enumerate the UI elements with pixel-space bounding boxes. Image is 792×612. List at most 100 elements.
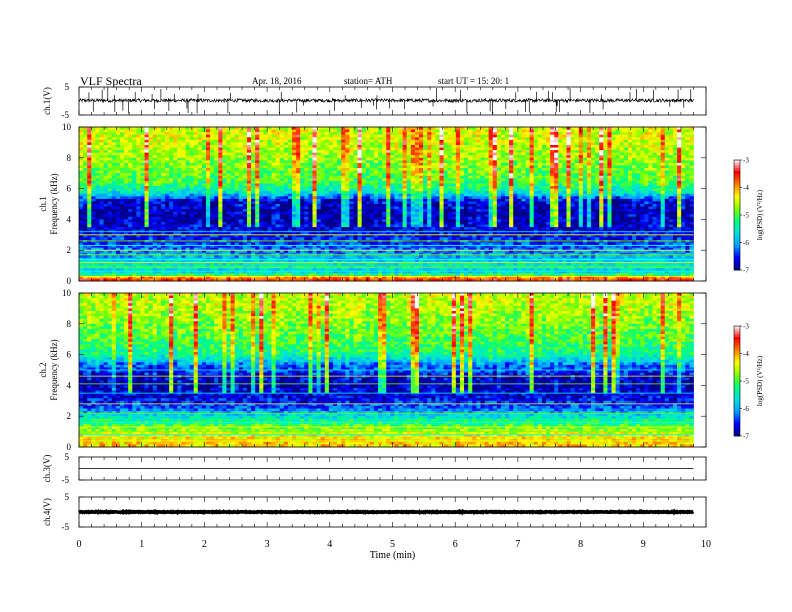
spectrogram-cell (627, 180, 633, 184)
spectrogram-cell (83, 150, 88, 154)
spectrogram-cell (578, 170, 584, 174)
spectrogram-cell (107, 209, 113, 213)
spectrogram-cell (459, 198, 465, 202)
spectrogram-cell (210, 198, 215, 202)
spectrogram-cell (132, 206, 137, 210)
spectrogram-cell (578, 152, 584, 156)
spectrogram-cell (484, 157, 490, 161)
spectrogram-cell (87, 160, 92, 164)
spectrogram-cell (345, 204, 350, 207)
spectrogram-cell (341, 150, 346, 154)
spectrogram-cell (205, 173, 211, 177)
spectrogram-cell (533, 173, 539, 177)
spectrogram-cell (566, 168, 571, 172)
spectrogram-cell (627, 183, 633, 187)
spectrogram-cell (369, 147, 375, 151)
spectrogram-cell (656, 137, 662, 141)
spectrogram-cell (591, 144, 596, 148)
spectrogram-cell (365, 162, 371, 166)
spectrogram-cell (578, 180, 584, 184)
spectrogram-cell (205, 193, 211, 197)
spectrogram-cell (496, 152, 502, 156)
spectrogram-cell (332, 160, 338, 164)
spectrogram-cell (103, 147, 109, 151)
spectrogram-cell (451, 173, 457, 177)
spectrogram-cell (562, 201, 567, 205)
spectrogram-cell (545, 196, 551, 200)
spectrogram-cell (382, 193, 387, 197)
spectrogram-cell (218, 129, 223, 133)
spectrogram-cell (431, 150, 436, 154)
spectrogram-cell (545, 193, 551, 197)
spectrogram-cell (185, 127, 191, 130)
spectrogram-cell (95, 152, 100, 156)
spectrogram-cell (480, 175, 485, 179)
spectrogram-cell (357, 134, 363, 138)
spectrogram-cell (627, 144, 633, 148)
spectrogram-cell (111, 152, 117, 156)
spectrogram-cell (480, 196, 485, 200)
spectrogram-cell (677, 180, 682, 184)
spectrogram-cell (681, 168, 686, 172)
spectrogram-cell (267, 186, 272, 189)
spectrogram-cell (365, 193, 371, 197)
spectrogram-cell (283, 175, 289, 179)
spectrogram-cell (296, 198, 301, 202)
spectrogram-cell (644, 193, 649, 197)
spectrogram-cell (521, 173, 526, 177)
spectrogram-cell (316, 183, 322, 187)
spectrogram-cell (570, 201, 576, 205)
spectrogram-cell (566, 147, 571, 151)
spectrogram-cell (681, 142, 686, 146)
spectrogram-cell (304, 186, 309, 189)
spectrogram-cell (136, 168, 141, 172)
spectrogram-cell (369, 129, 375, 133)
spectrogram-cell (337, 152, 342, 156)
spectrogram-cell (447, 191, 453, 195)
spectrogram-cell (509, 183, 514, 187)
spectrogram-cell (664, 183, 670, 187)
spectrogram-cell (189, 206, 195, 210)
spectrogram-cell (509, 127, 514, 130)
spectrogram-cell (267, 196, 272, 200)
spectrogram-cell (124, 144, 129, 148)
spectrogram-cell (320, 157, 326, 161)
spectrogram-cell (378, 168, 383, 172)
spectrogram-cell (144, 170, 150, 174)
spectrogram-cell (173, 183, 178, 187)
spectrogram-cell (308, 162, 313, 166)
spectrogram-cell (353, 198, 358, 202)
spectrogram-cell (521, 127, 526, 130)
spectrogram-cell (332, 150, 338, 154)
spectrogram-cell (558, 132, 563, 136)
spectrogram-cell (345, 186, 350, 189)
spectrogram-cell (271, 160, 277, 164)
spectrogram-cell (312, 193, 317, 197)
spectrogram-cell (148, 129, 154, 133)
spectrogram-cell (226, 127, 231, 130)
spectrogram-cell (222, 139, 227, 143)
spectrogram-cell (525, 186, 531, 189)
spectrogram-cell (275, 183, 281, 187)
spectrogram-cell (185, 191, 191, 195)
spectrogram-cell (197, 196, 203, 200)
spectrogram-cell (472, 173, 477, 177)
spectrogram-cell (201, 191, 207, 195)
spectrogram-cell (390, 168, 395, 172)
spectrogram-cell (480, 204, 485, 207)
spectrogram-cell (537, 147, 543, 151)
spectrogram-cell (509, 170, 514, 174)
spectrogram-cell (459, 168, 465, 172)
spectrogram-cell (558, 191, 563, 195)
spectrogram-cell (402, 183, 408, 187)
spectrogram-cell (99, 137, 104, 141)
spectrogram-cell (615, 142, 621, 146)
spectrogram-cell (357, 142, 363, 146)
spectrogram-cell (668, 155, 674, 159)
spectrogram-cell (148, 183, 154, 187)
spectrogram-cell (505, 201, 510, 205)
spectrogram-cell (79, 180, 84, 184)
spectrogram-cell (238, 162, 244, 166)
spectrogram-cell (173, 160, 178, 164)
spectrogram-cell (468, 186, 473, 189)
